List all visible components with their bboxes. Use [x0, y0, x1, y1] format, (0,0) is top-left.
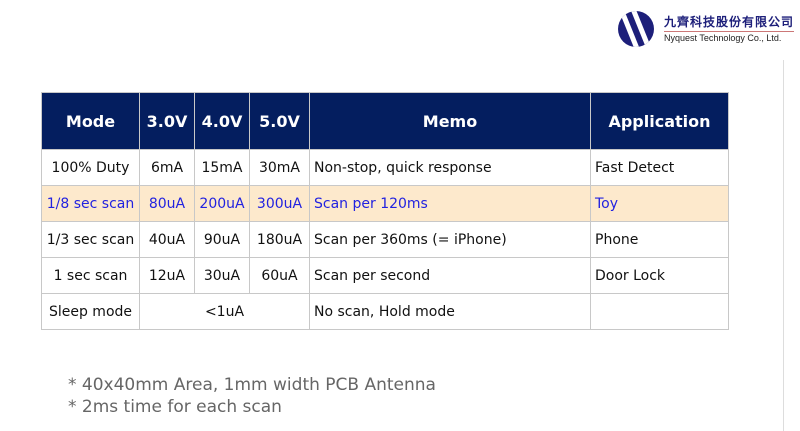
current-4v-cell: 90uA: [194, 221, 250, 258]
header-memo: Memo: [309, 92, 591, 150]
header-mode: Mode: [41, 92, 140, 150]
logo-mark-icon: [618, 11, 654, 47]
current-5v-cell: 30mA: [249, 149, 310, 186]
divider: [783, 60, 784, 431]
company-logo: 九齊科技股份有限公司 Nyquest Technology Co., Ltd.: [618, 9, 795, 49]
table-row: 100% Duty 6mA 15mA 30mA Non-stop, quick resp…: [41, 149, 729, 186]
note: * 40x40mm Area, 1mm width PCB Antenna: [68, 375, 436, 395]
header-5v: 5.0V: [249, 92, 310, 150]
note: * 2ms time for each scan: [68, 397, 282, 417]
current-5v-cell: 300uA: [249, 185, 310, 222]
current-4v-cell: 200uA: [194, 185, 250, 222]
notes: * 40x40mm Area, 1mm width PCB Antenna * …: [68, 374, 436, 418]
application-cell: Toy: [590, 185, 729, 222]
current-4v-cell: 15mA: [194, 149, 250, 186]
header-application: Application: [590, 92, 729, 150]
application-cell: Door Lock: [590, 257, 729, 294]
current-5v-cell: 60uA: [249, 257, 310, 294]
header-3v: 3.0V: [139, 92, 195, 150]
table-header: Mode 3.0V 4.0V 5.0V Memo Application: [41, 92, 729, 150]
application-cell: Phone: [590, 221, 729, 258]
memo-cell: Scan per 360ms (= iPhone): [309, 221, 591, 258]
memo-cell: Scan per second: [309, 257, 591, 294]
application-cell: Fast Detect: [590, 149, 729, 186]
mode-cell: 1 sec scan: [41, 257, 140, 294]
memo-cell: No scan, Hold mode: [309, 293, 591, 330]
table-row: 1 sec scan 12uA 30uA 60uA Scan per second Doo…: [41, 257, 729, 294]
table-row: 1/3 sec scan 40uA 90uA 180uA Scan per 360ms …: [41, 221, 729, 258]
current-cell: <1uA: [139, 293, 310, 330]
power-consumption-table: Mode 3.0V 4.0V 5.0V Memo Application 100…: [41, 92, 729, 330]
current-3v-cell: 40uA: [139, 221, 195, 258]
current-3v-cell: 6mA: [139, 149, 195, 186]
header-4v: 4.0V: [194, 92, 250, 150]
company-name-chinese: 九齊科技股份有限公司: [664, 13, 795, 32]
memo-cell: Scan per 120ms: [309, 185, 591, 222]
current-3v-cell: 12uA: [139, 257, 195, 294]
application-cell: [590, 293, 729, 330]
mode-cell: Sleep mode: [41, 293, 140, 330]
current-3v-cell: 80uA: [139, 185, 195, 222]
mode-cell: 100% Duty: [41, 149, 140, 186]
current-5v-cell: 180uA: [249, 221, 310, 258]
table-row: 1/8 sec scan 80uA 200uA 300uA Scan per 120ms…: [41, 185, 729, 222]
company-name-english: Nyquest Technology Co., Ltd.: [664, 33, 782, 43]
mode-cell: 1/8 sec scan: [41, 185, 140, 222]
current-4v-cell: 30uA: [194, 257, 250, 294]
table-row: Sleep mode <1uA No scan, Hold mode: [41, 293, 729, 330]
memo-cell: Non-stop, quick response: [309, 149, 591, 186]
mode-cell: 1/3 sec scan: [41, 221, 140, 258]
